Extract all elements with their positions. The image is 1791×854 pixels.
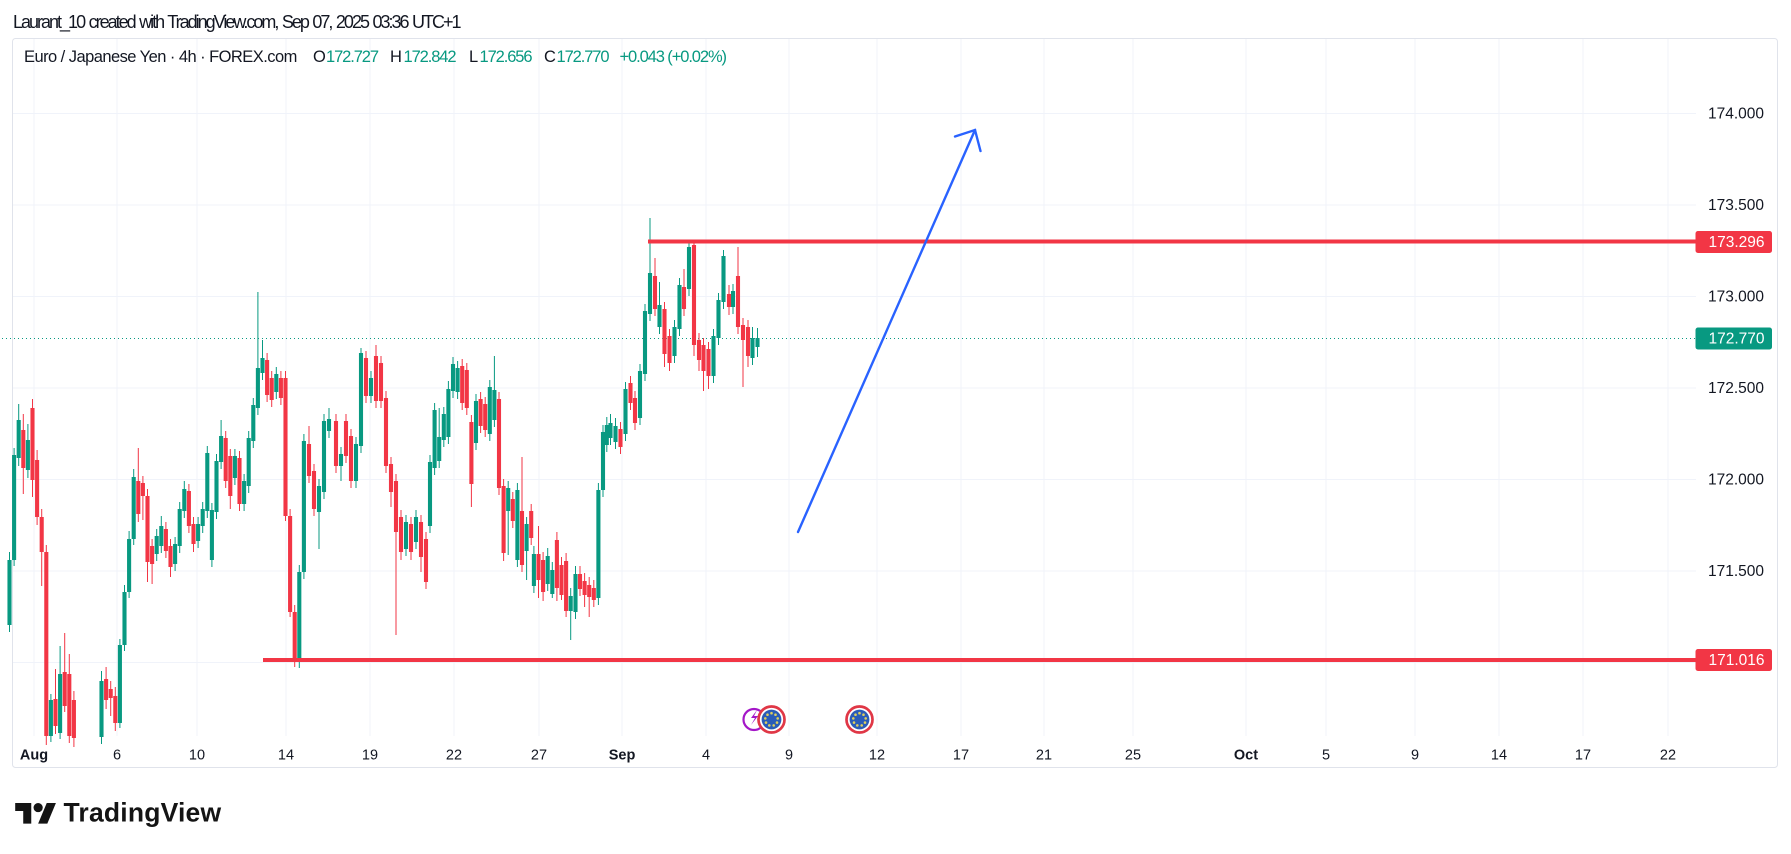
svg-text:9: 9 [1411, 748, 1419, 764]
svg-text:14: 14 [1491, 748, 1507, 764]
svg-text:Oct: Oct [1234, 748, 1258, 764]
svg-text:Laurant_10 created with Tradin: Laurant_10 created with TradingView.com,… [13, 12, 462, 33]
svg-text:+0.043 (+0.02%): +0.043 (+0.02%) [620, 48, 727, 66]
svg-text:172.770: 172.770 [1708, 331, 1764, 348]
svg-text:171.500: 171.500 [1708, 563, 1764, 580]
svg-text:Euro / Japanese Yen · 4h · FOR: Euro / Japanese Yen · 4h · FOREX.com [24, 48, 297, 66]
svg-text:17: 17 [953, 748, 969, 764]
svg-text:10: 10 [189, 748, 205, 764]
svg-text:4: 4 [702, 748, 710, 764]
svg-text:17: 17 [1575, 748, 1591, 764]
svg-text:14: 14 [278, 748, 294, 764]
svg-text:9: 9 [785, 748, 793, 764]
svg-text:19: 19 [362, 748, 378, 764]
svg-text:6: 6 [113, 748, 121, 764]
svg-text:22: 22 [446, 748, 462, 764]
svg-text:172.500: 172.500 [1708, 380, 1764, 397]
svg-text:173.000: 173.000 [1708, 289, 1764, 306]
svg-text:Sep: Sep [609, 748, 636, 764]
svg-text:L: L [469, 48, 478, 66]
svg-text:171.016: 171.016 [1708, 652, 1764, 669]
svg-text:TradingView: TradingView [64, 798, 222, 828]
svg-text:27: 27 [531, 748, 547, 764]
svg-text:25: 25 [1125, 748, 1141, 764]
svg-text:172.770: 172.770 [557, 48, 610, 66]
svg-text:H: H [390, 48, 402, 66]
svg-text:5: 5 [1322, 748, 1330, 764]
svg-text:174.000: 174.000 [1708, 106, 1764, 123]
svg-text:O: O [313, 48, 326, 66]
svg-text:22: 22 [1660, 748, 1676, 764]
svg-text:C: C [544, 48, 556, 66]
svg-text:12: 12 [869, 748, 885, 764]
svg-text:172.727: 172.727 [326, 48, 379, 66]
svg-text:21: 21 [1036, 748, 1052, 764]
svg-text:172.000: 172.000 [1708, 472, 1764, 489]
svg-text:172.842: 172.842 [404, 48, 457, 66]
svg-text:172.656: 172.656 [480, 48, 533, 66]
svg-text:173.296: 173.296 [1708, 234, 1764, 251]
svg-text:Aug: Aug [20, 748, 48, 764]
svg-text:173.500: 173.500 [1708, 197, 1764, 214]
